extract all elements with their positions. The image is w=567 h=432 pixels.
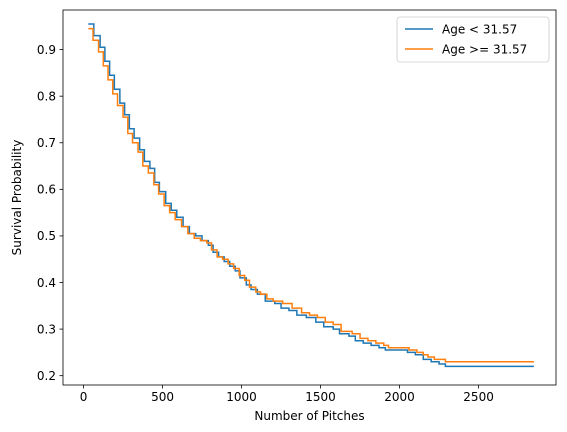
x-axis: 0 500 1000 1500 2000 2500 [80, 385, 494, 404]
legend-label-0: Age < 31.57 [442, 22, 517, 36]
x-tick-label: 1500 [305, 390, 336, 404]
x-tick-label: 2500 [463, 390, 494, 404]
legend-box [396, 16, 550, 63]
legend: Age < 31.57 Age >= 31.57 [396, 16, 550, 63]
y-tick-label: 0.5 [37, 229, 56, 243]
series-line-1 [88, 27, 534, 363]
x-tick-label: 500 [151, 390, 174, 404]
x-tick-label: 1000 [226, 390, 257, 404]
x-tick-label: 0 [80, 390, 88, 404]
y-tick-label: 0.9 [37, 43, 56, 57]
y-axis-label: Survival Probability [10, 140, 24, 256]
axes-frame [62, 9, 557, 386]
y-tick-label: 0.8 [37, 89, 56, 103]
legend-label-1: Age >= 31.57 [442, 42, 527, 56]
y-tick-label: 0.2 [37, 369, 56, 383]
x-tick-label: 2000 [384, 390, 415, 404]
y-tick-label: 0.7 [37, 136, 56, 150]
y-tick-label: 0.6 [37, 183, 56, 197]
y-tick-label: 0.3 [37, 322, 56, 336]
series-layer [88, 23, 534, 368]
x-axis-label: Number of Pitches [254, 409, 364, 423]
y-tick-label: 0.4 [37, 276, 56, 290]
y-axis: 0.2 0.3 0.4 0.5 0.6 0.7 0.8 0.9 [37, 43, 63, 383]
